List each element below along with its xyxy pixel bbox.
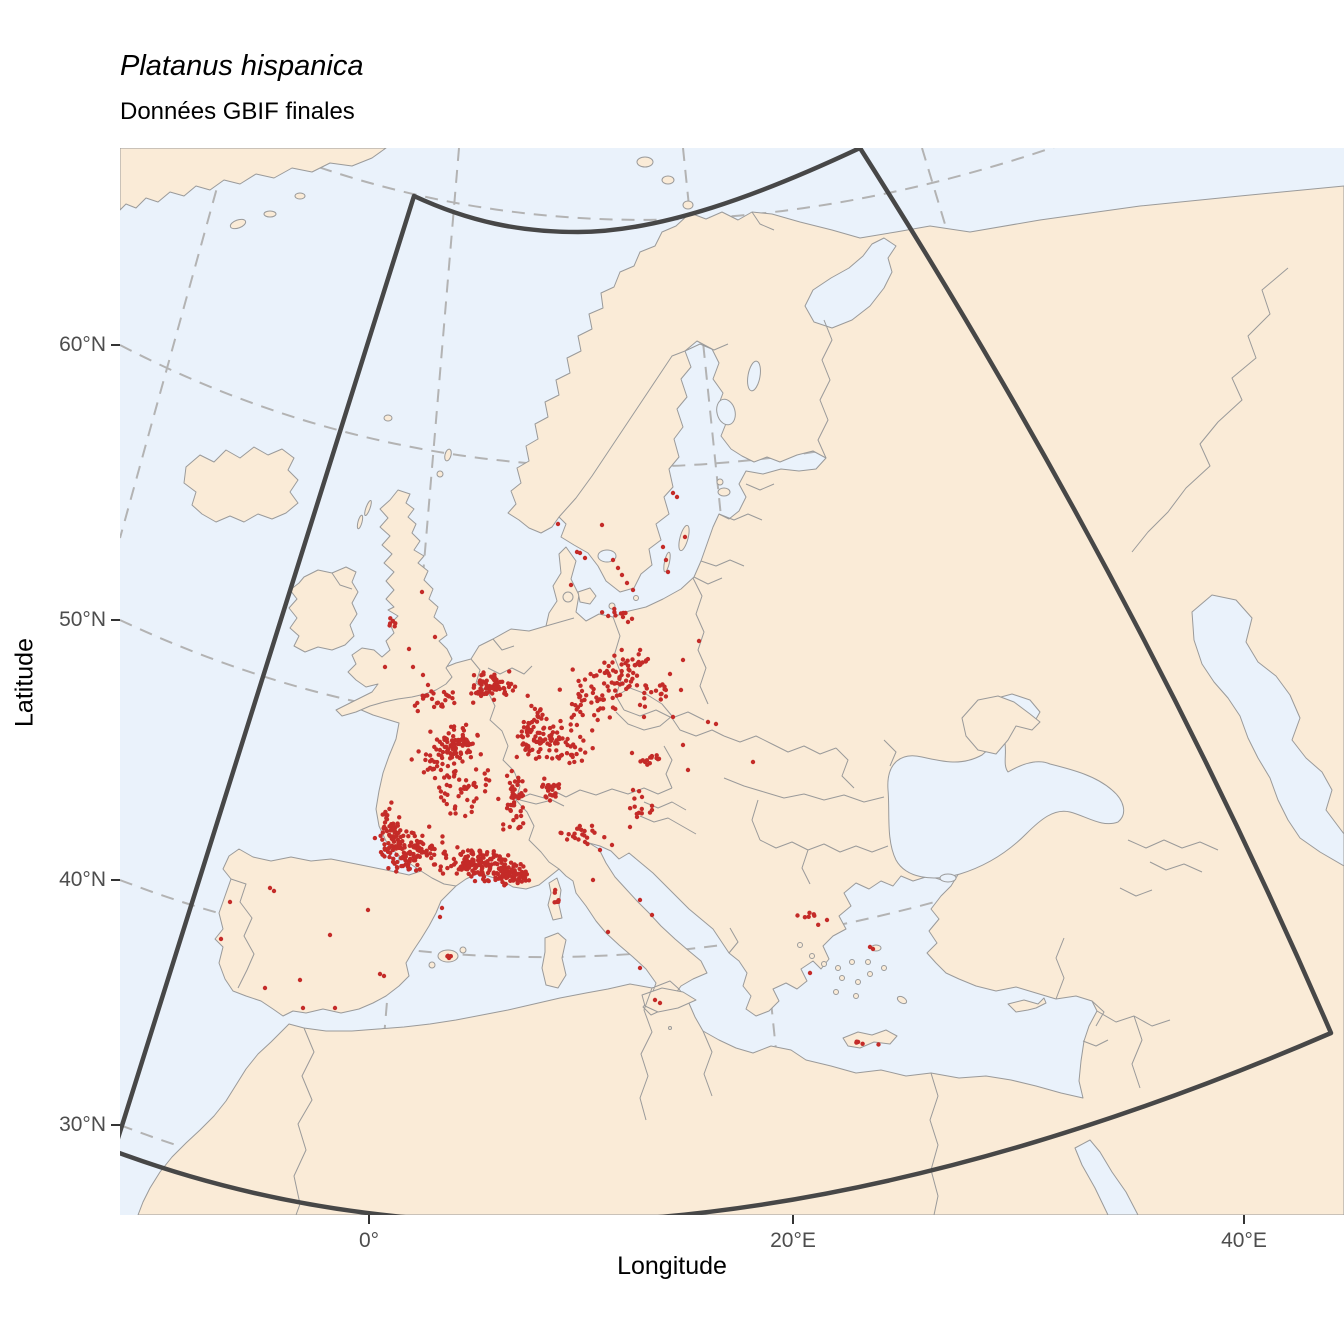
island-hebrides	[364, 499, 372, 517]
island-hebrides	[356, 514, 364, 530]
land-masses	[120, 148, 1344, 1215]
plot-title: Platanus hispanica	[120, 50, 364, 82]
crimea-peninsula	[961, 695, 1041, 755]
occurrence-points	[218, 490, 881, 1047]
caspian-sea	[1191, 594, 1344, 867]
inland-seas	[597, 237, 1344, 1215]
island-sardinia	[541, 932, 567, 989]
sea-of-marmara	[939, 873, 957, 883]
island	[682, 200, 694, 210]
island-corsica	[547, 877, 563, 921]
island	[636, 156, 654, 168]
island-saaremaa	[717, 487, 731, 497]
island-malta	[668, 1026, 672, 1030]
land-greenland	[120, 148, 387, 211]
land-ireland	[288, 566, 359, 653]
y-tick-label: 50°N	[59, 608, 106, 631]
land-great-britain	[335, 489, 453, 717]
x-axis-title: Longitude	[617, 1252, 727, 1280]
red-sea	[1074, 1139, 1139, 1215]
x-tick-label: 0°	[358, 1229, 380, 1252]
island-funen	[562, 591, 574, 603]
y-axis-title: Latitude	[10, 638, 39, 727]
y-tick-label: 40°N	[59, 868, 106, 891]
island-bornholm	[633, 595, 639, 601]
lake-onega	[747, 360, 761, 392]
island	[263, 210, 277, 218]
lake-ladoga	[716, 398, 736, 426]
island-menorca	[459, 946, 467, 954]
island-zealand	[577, 587, 597, 605]
land-iceland	[183, 446, 299, 523]
island	[294, 192, 306, 200]
white-sea	[804, 237, 897, 329]
island-orkney	[436, 470, 444, 478]
island-cyprus	[1007, 997, 1047, 1013]
island-faroes	[383, 414, 393, 422]
x-tick-label: 40°E	[1221, 1229, 1267, 1252]
black-sea	[887, 737, 1125, 879]
x-tick-label: 20°E	[770, 1229, 816, 1252]
island-rhodes	[896, 995, 908, 1005]
island-hiiumaa	[716, 478, 724, 486]
country-borders	[230, 211, 1289, 1215]
plot-subtitle: Données GBIF finales	[120, 98, 355, 125]
y-tick-label: 60°N	[59, 333, 106, 356]
island-shetland	[444, 448, 452, 462]
island-sicily	[641, 987, 697, 1013]
island	[229, 218, 247, 230]
island	[661, 175, 675, 185]
map-frame-border	[120, 148, 1334, 1215]
y-tick-label: 30°N	[59, 1113, 106, 1136]
island-ibiza	[428, 961, 436, 969]
